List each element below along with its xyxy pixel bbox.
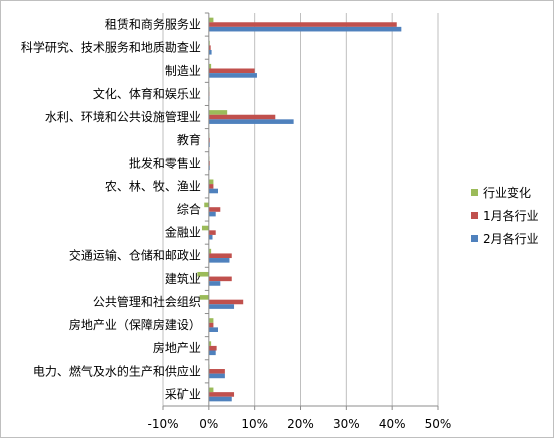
category-label: 教育 [177,132,201,147]
bar [208,258,230,263]
bar [208,188,218,194]
category-label: 租赁和商务服务业 [105,17,201,32]
x-tick-label: 50% [425,417,452,431]
gridlines [162,13,439,406]
bar [197,271,209,277]
category-label: 批发和零售业 [129,155,201,170]
legend-swatch [471,235,478,242]
legend-swatch [471,189,478,196]
category-label: 建筑业 [165,271,201,286]
legend-swatch [471,212,478,219]
category-label: 文化、体育和娱乐业 [93,86,201,101]
bar [208,341,212,346]
bar [208,110,228,115]
bar [208,63,212,69]
bar [208,350,216,356]
bar [208,211,216,217]
bar [208,17,214,23]
x-tick-labels: -10% 0% 10% 20% 30% 40% 50% [147,417,451,431]
axes [162,12,439,410]
x-tick-label: -10% [147,417,178,431]
bar [208,369,225,374]
bar [208,68,255,74]
legend-label: 行业变化 [483,185,531,200]
bar [208,281,221,286]
x-tick-label: 40% [379,417,406,431]
legend: 行业变化 1月各行业 2月各行业 [471,185,539,246]
bar [208,114,276,120]
category-labels: 租赁和商务服务业科学研究、技术服务和地质勘查业制造业文化、体育和娱乐业水利、环境… [21,17,201,402]
category-label: 水利、环境和公共设施管理业 [45,109,201,124]
x-tick-label: 30% [333,417,360,431]
category-label: 房地产业（保障房建设） [69,317,201,332]
bar [204,202,209,208]
bar [208,207,221,212]
category-label: 科学研究、技术服务和地质勘查业 [21,40,201,55]
bar [208,26,402,32]
bar [208,73,257,78]
bar [208,396,232,402]
bar [208,119,294,124]
bar [208,22,397,27]
bar [208,304,235,309]
category-label: 采矿业 [165,387,201,401]
bar [199,295,209,300]
category-label: 制造业 [165,64,201,78]
bar [208,392,235,397]
bar [208,45,211,50]
bar [208,373,225,379]
bar [201,225,209,231]
category-label: 公共管理和社会组织 [93,294,201,309]
x-tick-label: 20% [287,417,314,431]
bar [208,276,232,282]
bar [208,179,214,185]
category-label: 房地产业 [153,340,201,355]
category-label: 综合 [177,202,201,217]
bar [208,299,244,305]
legend-label: 2月各行业 [483,231,539,246]
bar [208,322,214,328]
bar [208,318,214,323]
bar [208,234,213,240]
category-label: 交通运输、仓储和邮政业 [69,248,201,263]
bar [208,248,212,254]
category-label: 金融业 [165,225,201,240]
bar [208,345,217,351]
category-label: 农、林、牧、渔业 [105,179,201,193]
x-tick-label: 10% [241,417,268,431]
bar [208,327,218,332]
bar [208,49,212,55]
bar [208,253,232,259]
legend-label: 1月各行业 [483,208,539,223]
bar [208,184,214,189]
bar [208,387,214,393]
x-tick-label: 0% [199,417,218,431]
bars [197,17,402,402]
bar [208,230,216,235]
category-label: 电力、燃气及水的生产和供应业 [33,363,201,378]
